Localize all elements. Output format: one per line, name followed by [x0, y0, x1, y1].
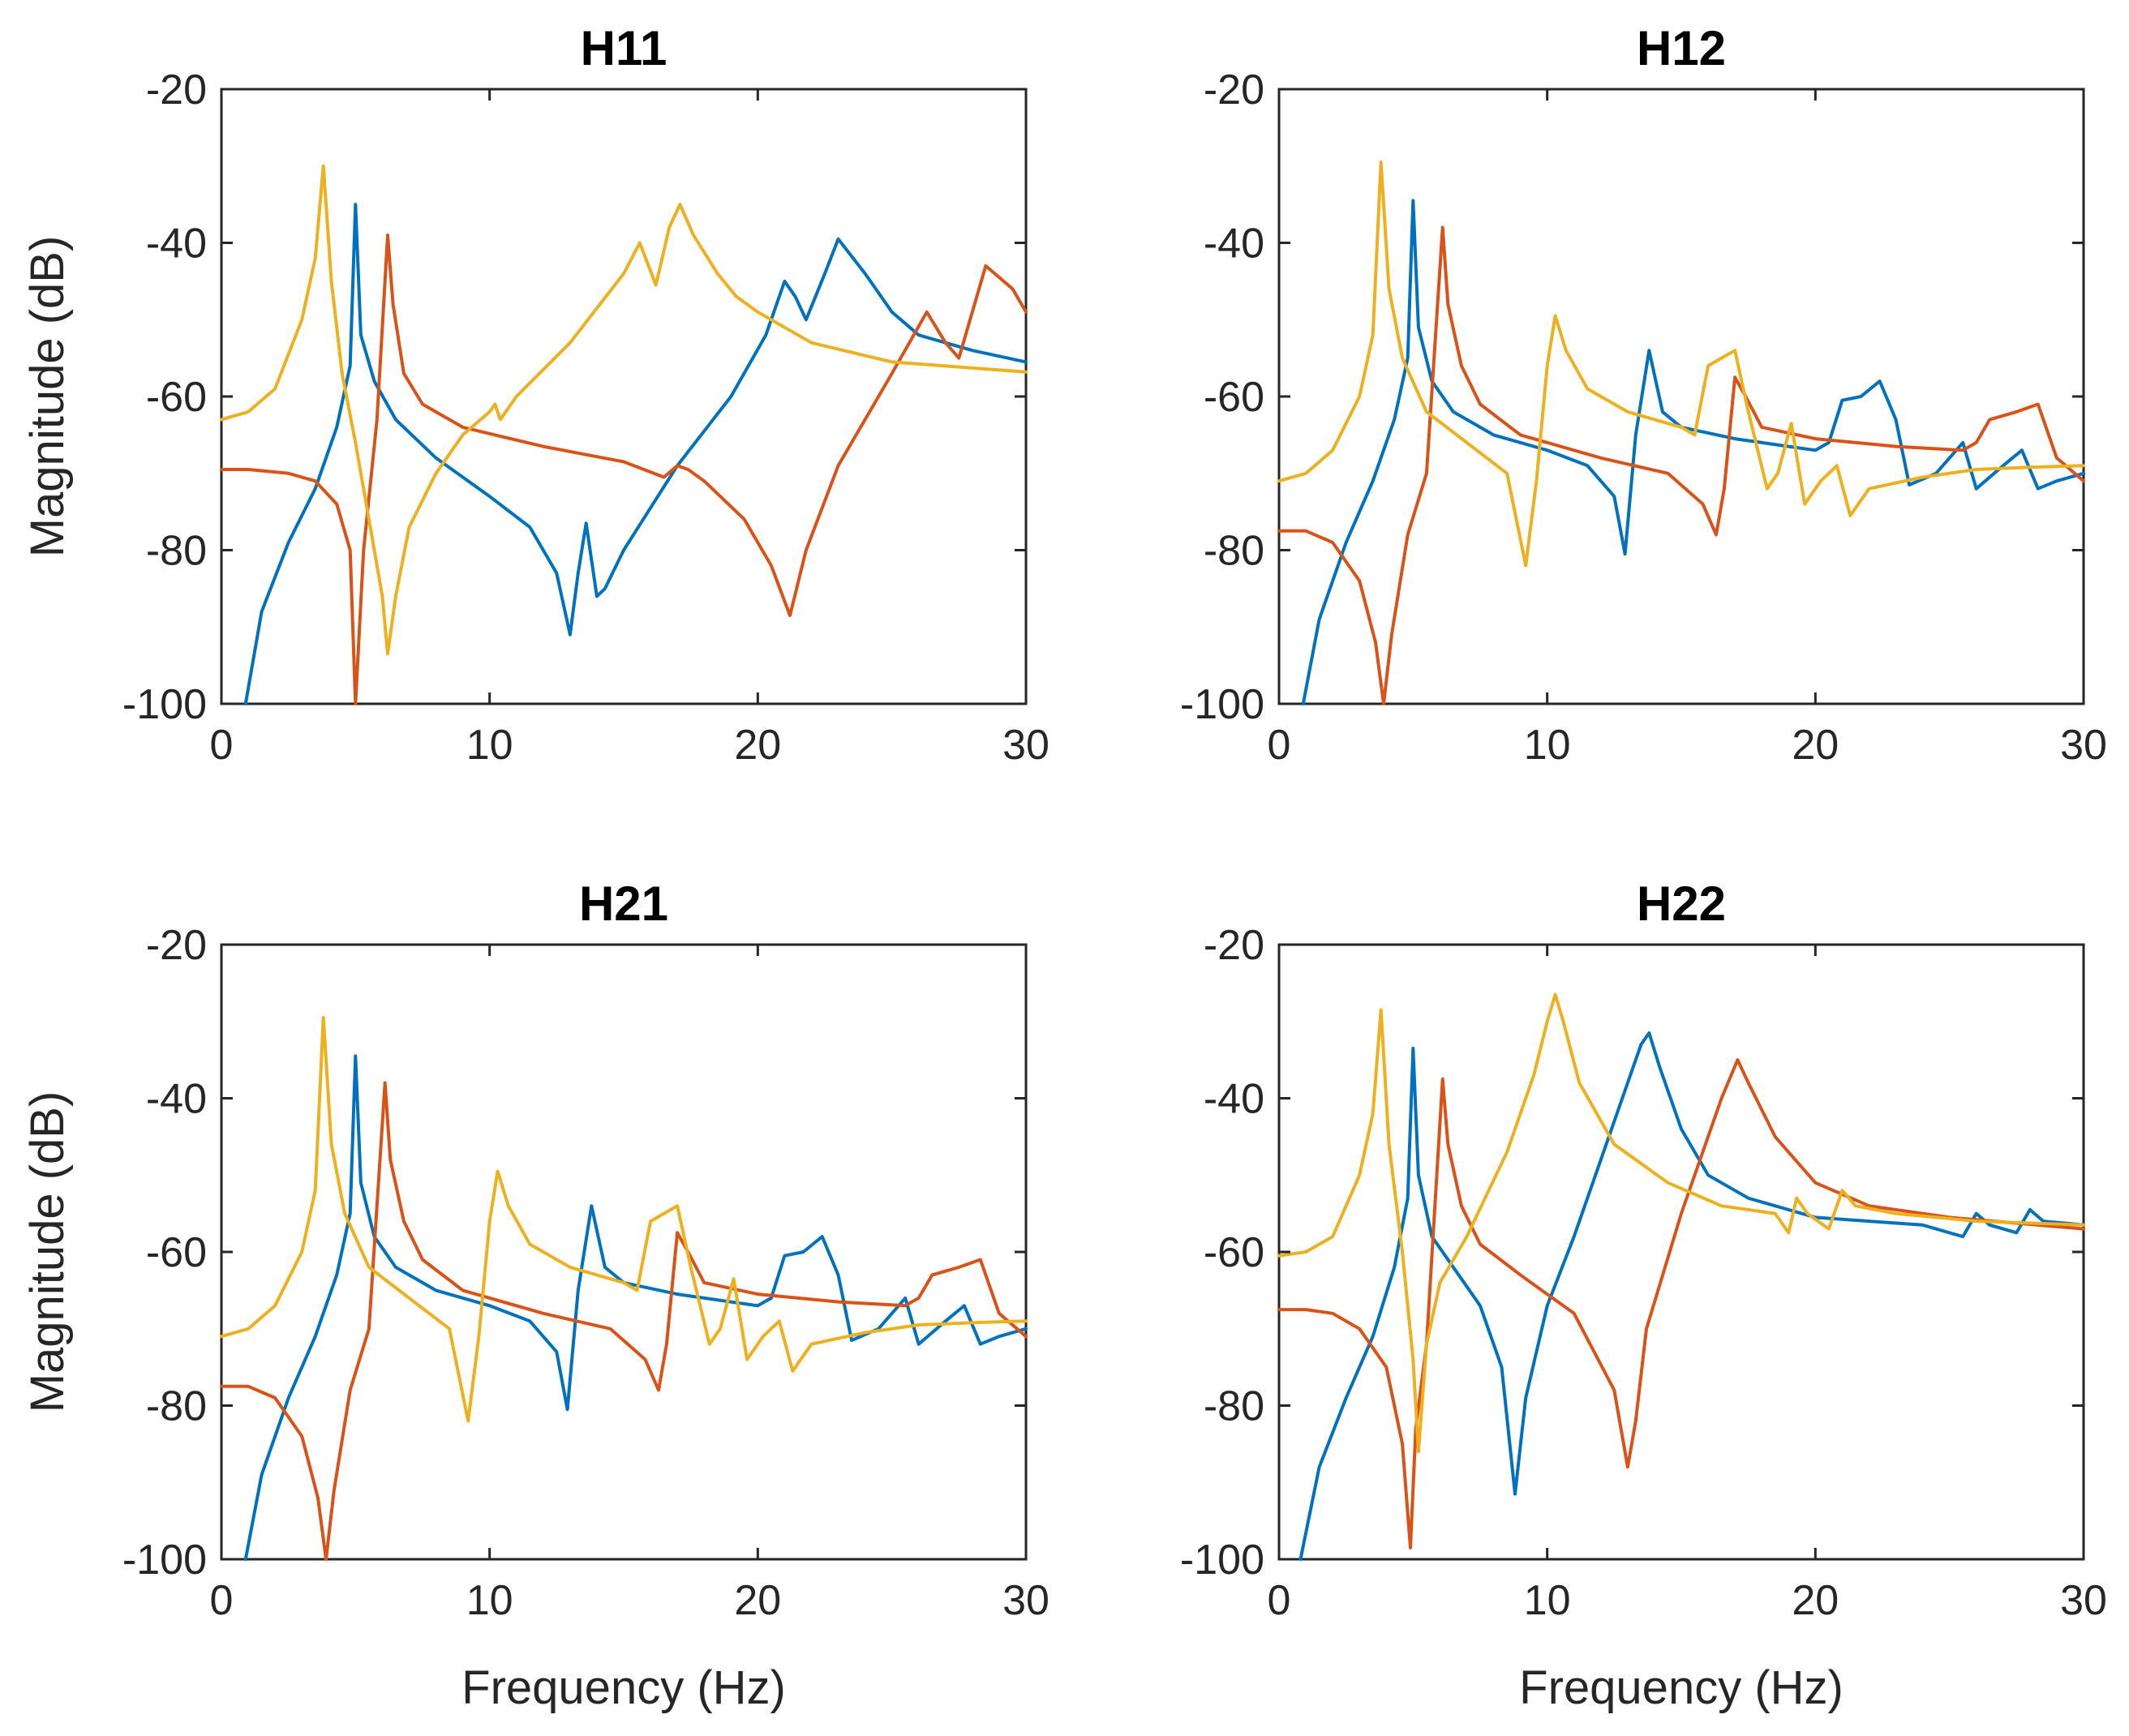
panel-title: H11: [581, 21, 667, 75]
panel-h21: H21 -20 -40 -60 -80 -100 0 10 20 30 Magn…: [21, 877, 1049, 1714]
x-tick-label: 30: [2060, 1577, 2107, 1624]
tick-marks: [220, 943, 1028, 1561]
series-line-2: [220, 1081, 1028, 1561]
series-line-2: [1277, 225, 2085, 705]
y-tick-label: -40: [1204, 221, 1264, 268]
series-line-1: [243, 203, 1028, 705]
x-tick-label: 20: [734, 1577, 781, 1624]
y-tick-label: -20: [146, 922, 207, 969]
series-line-2: [1277, 1058, 2085, 1550]
y-tick-label: -40: [146, 1076, 207, 1123]
x-tick-label: 20: [1792, 1577, 1839, 1624]
x-tick-label: 0: [210, 1577, 234, 1624]
x-tick-label: 30: [2060, 722, 2107, 769]
panel-title: H12: [1637, 21, 1726, 75]
y-tick-label: -40: [146, 221, 207, 268]
series-line-2: [220, 234, 1028, 705]
panel-title: H22: [1637, 877, 1726, 931]
series-layer: [220, 1016, 1028, 1561]
y-tick-label: -80: [146, 1383, 207, 1430]
y-tick-label: -80: [146, 528, 207, 575]
y-tick-label: -60: [146, 1229, 207, 1276]
x-axis-label: Frequency (Hz): [461, 1661, 786, 1714]
x-tick-label: 20: [1792, 722, 1839, 769]
tick-marks: [1277, 943, 2085, 1561]
series-layer: [220, 164, 1028, 705]
x-tick-label: 10: [466, 1577, 513, 1624]
y-tick-label: -40: [1204, 1076, 1264, 1123]
y-tick-label: -20: [1204, 66, 1264, 114]
y-tick-label: -80: [1204, 528, 1264, 575]
x-tick-label: 0: [1268, 1577, 1291, 1624]
y-tick-label: -60: [1204, 1229, 1264, 1276]
panel-h11: H11 -20 -40 -60 -80 -100 0 10 20 30 Magn…: [21, 21, 1049, 769]
y-tick-label: -100: [1180, 681, 1264, 728]
y-tick-label: -60: [1204, 374, 1264, 421]
axes-box: [220, 943, 1028, 1561]
x-tick-label: 30: [1002, 722, 1049, 769]
series-line-3: [1277, 992, 2085, 1454]
series-line-1: [1298, 1031, 2085, 1561]
x-tick-label: 0: [1268, 722, 1291, 769]
panel-title: H21: [579, 877, 668, 931]
panel-h12: H12 -20 -40 -60 -80 -100 0 10 20 30: [1180, 21, 2107, 769]
tick-marks: [220, 88, 1028, 705]
axes-box: [1277, 943, 2085, 1561]
x-tick-label: 10: [466, 722, 513, 769]
y-tick-label: -80: [1204, 1383, 1264, 1430]
y-tick-label: -100: [122, 681, 207, 728]
x-tick-label: 10: [1524, 1577, 1571, 1624]
x-tick-label: 10: [1524, 722, 1571, 769]
y-axis-label: Magnitude (dB): [21, 1091, 74, 1413]
x-tick-label: 30: [1002, 1577, 1049, 1624]
x-tick-label: 20: [734, 722, 781, 769]
panel-h22: H22 -20 -40 -60 -80 -100 0 10 20 30 Freq…: [1180, 877, 2107, 1714]
y-tick-label: -20: [146, 66, 207, 114]
y-axis-label: Magnitude (dB): [21, 236, 74, 558]
y-tick-label: -20: [1204, 922, 1264, 969]
y-tick-label: -60: [146, 374, 207, 421]
x-tick-label: 0: [210, 722, 234, 769]
series-line-3: [220, 1016, 1028, 1423]
tick-marks: [1277, 88, 2085, 705]
y-tick-label: -100: [1180, 1537, 1264, 1584]
axes-box: [1277, 88, 2085, 705]
series-layer: [1277, 161, 2085, 705]
axes-box: [220, 88, 1028, 705]
x-axis-label: Frequency (Hz): [1519, 1661, 1844, 1714]
series-layer: [1277, 992, 2085, 1561]
series-line-3: [220, 164, 1028, 656]
y-tick-label: -100: [122, 1537, 207, 1584]
series-line-3: [1277, 161, 2085, 568]
